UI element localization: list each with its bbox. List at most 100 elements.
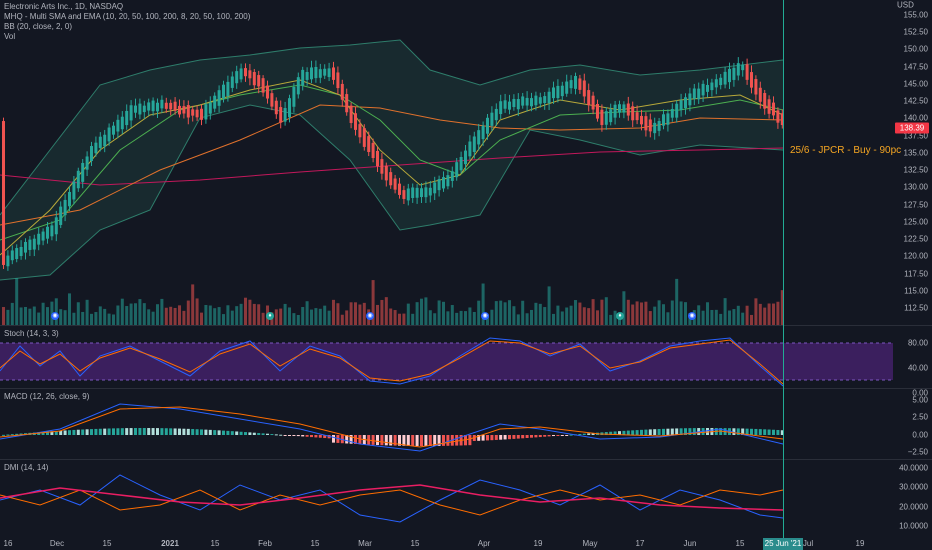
volume-bar: [538, 303, 542, 325]
macd-hist-bar: [46, 431, 49, 435]
macd-hist-bar: [437, 435, 441, 446]
volume-bar: [679, 301, 683, 325]
volume-bar: [54, 298, 58, 325]
volume-bar: [178, 305, 181, 325]
main-chart-pane[interactable]: Electronic Arts Inc., 1D, NASDAQ MHQ - M…: [0, 0, 901, 325]
volume-bar: [670, 300, 674, 325]
price-axis[interactable]: USD 155.00 152.50 150.00 147.50 145.00 142.50…: [893, 0, 932, 538]
dmi-pane[interactable]: DMI (14, 14): [0, 460, 893, 538]
candle-body: [103, 134, 107, 147]
volume-bar: [420, 298, 423, 325]
macd-hist-bar: [19, 433, 23, 435]
candle-body: [200, 108, 203, 120]
candle-body: [239, 68, 243, 80]
candle-body: [41, 231, 45, 241]
candle-body: [204, 104, 208, 120]
candle-body: [565, 81, 569, 94]
candle-body: [6, 255, 10, 267]
candle-body: [758, 87, 762, 102]
indicator-vol[interactable]: Vol: [4, 32, 16, 41]
macd-hist-bar: [772, 429, 775, 435]
candle-body: [464, 150, 467, 165]
volume-bar: [600, 299, 604, 325]
candle-body: [701, 83, 705, 96]
candle-body: [560, 85, 564, 97]
candle-body: [622, 104, 626, 113]
volume-bar: [763, 307, 767, 325]
pane-divider[interactable]: [0, 459, 932, 460]
time-axis[interactable]: 16 Dec 15 2021 15 Feb 15 Mar 15 Apr 19 May 17 Jun 15 Ju…: [0, 538, 932, 550]
volume-bar: [371, 280, 375, 325]
macd-hist-bar: [490, 435, 494, 441]
macd-hist-bar: [301, 435, 305, 437]
macd-hist-bar: [191, 429, 195, 435]
macd-hist-bar: [494, 435, 498, 440]
volume-bar: [701, 310, 705, 325]
macd-hist-bar: [393, 435, 397, 446]
macd-hist-bar: [402, 435, 406, 446]
dmi-legend[interactable]: DMI (14, 14): [4, 463, 49, 472]
volume-bar: [72, 312, 76, 325]
candle-body: [305, 71, 309, 80]
volume-bar: [415, 302, 419, 325]
candle-body: [635, 112, 639, 121]
y-tick-label: 122.50: [903, 234, 928, 244]
macd-hist-bar: [406, 435, 410, 446]
volume-bar: [173, 307, 177, 325]
dividend-marker-icon[interactable]: ♦: [616, 312, 624, 320]
candle-body: [556, 85, 560, 99]
y-tick-label: 0.00: [912, 430, 928, 440]
candle-body: [459, 157, 463, 171]
volume-bar: [648, 311, 652, 325]
macd-hist-bar: [376, 435, 379, 446]
y-tick-label: 0.00: [912, 388, 928, 398]
macd-hist-bar: [648, 429, 652, 435]
y-tick-label: −2.50: [907, 447, 928, 457]
stoch-pane[interactable]: Stoch (14, 3, 3): [0, 326, 893, 388]
macd-legend[interactable]: MACD (12, 26, close, 9): [4, 392, 90, 401]
macd-hist-bar: [68, 430, 71, 435]
earnings-marker-icon[interactable]: ◉: [481, 312, 489, 320]
volume-bar: [750, 314, 753, 325]
volume-bar: [15, 278, 19, 325]
y-tick-label: 115.00: [904, 286, 928, 296]
macd-line: [0, 403, 784, 452]
pane-divider[interactable]: [0, 388, 932, 389]
earnings-marker-icon[interactable]: ◉: [366, 312, 374, 320]
candle-body: [402, 190, 406, 199]
symbol-title[interactable]: Electronic Arts Inc., 1D, NASDAQ: [4, 2, 124, 11]
candle-body: [428, 187, 432, 196]
dividend-marker-icon[interactable]: ♦: [266, 312, 274, 320]
volume-bar: [94, 312, 98, 325]
earnings-marker-icon[interactable]: ◉: [688, 312, 696, 320]
candle-body: [336, 72, 340, 89]
volume-bar: [481, 283, 485, 325]
macd-hist-bar: [635, 430, 639, 435]
indicator-sma-ema[interactable]: MHQ - Multi SMA and EMA (10, 20, 50, 100…: [4, 12, 251, 21]
candle-body: [173, 101, 177, 111]
candle-body: [235, 71, 239, 84]
macd-pane[interactable]: MACD (12, 26, close, 9): [0, 389, 893, 459]
pane-divider[interactable]: [0, 325, 932, 326]
macd-hist-bar: [534, 435, 538, 438]
indicator-bb[interactable]: BB (20, close, 2, 0): [4, 22, 73, 31]
macd-hist-bar: [767, 429, 771, 435]
volume-bar: [208, 305, 212, 325]
volume-bar: [376, 304, 379, 325]
x-tick-label: 15: [102, 539, 112, 548]
volume-bar: [512, 306, 516, 325]
x-tick-label: 16: [3, 539, 13, 548]
macd-hist-bar: [200, 429, 203, 435]
macd-hist-bar: [758, 429, 762, 435]
candle-body: [318, 69, 322, 78]
candle-body: [252, 72, 256, 86]
macd-hist-bar: [345, 435, 349, 444]
macd-hist-bar: [164, 428, 168, 435]
volume-bar: [767, 303, 771, 325]
bb-upper: [0, 39, 784, 216]
earnings-marker-icon[interactable]: ◉: [51, 312, 59, 320]
candle-body: [631, 106, 635, 121]
volume-bar: [547, 286, 551, 325]
candle-body: [164, 102, 168, 109]
stoch-legend[interactable]: Stoch (14, 3, 3): [4, 329, 59, 338]
